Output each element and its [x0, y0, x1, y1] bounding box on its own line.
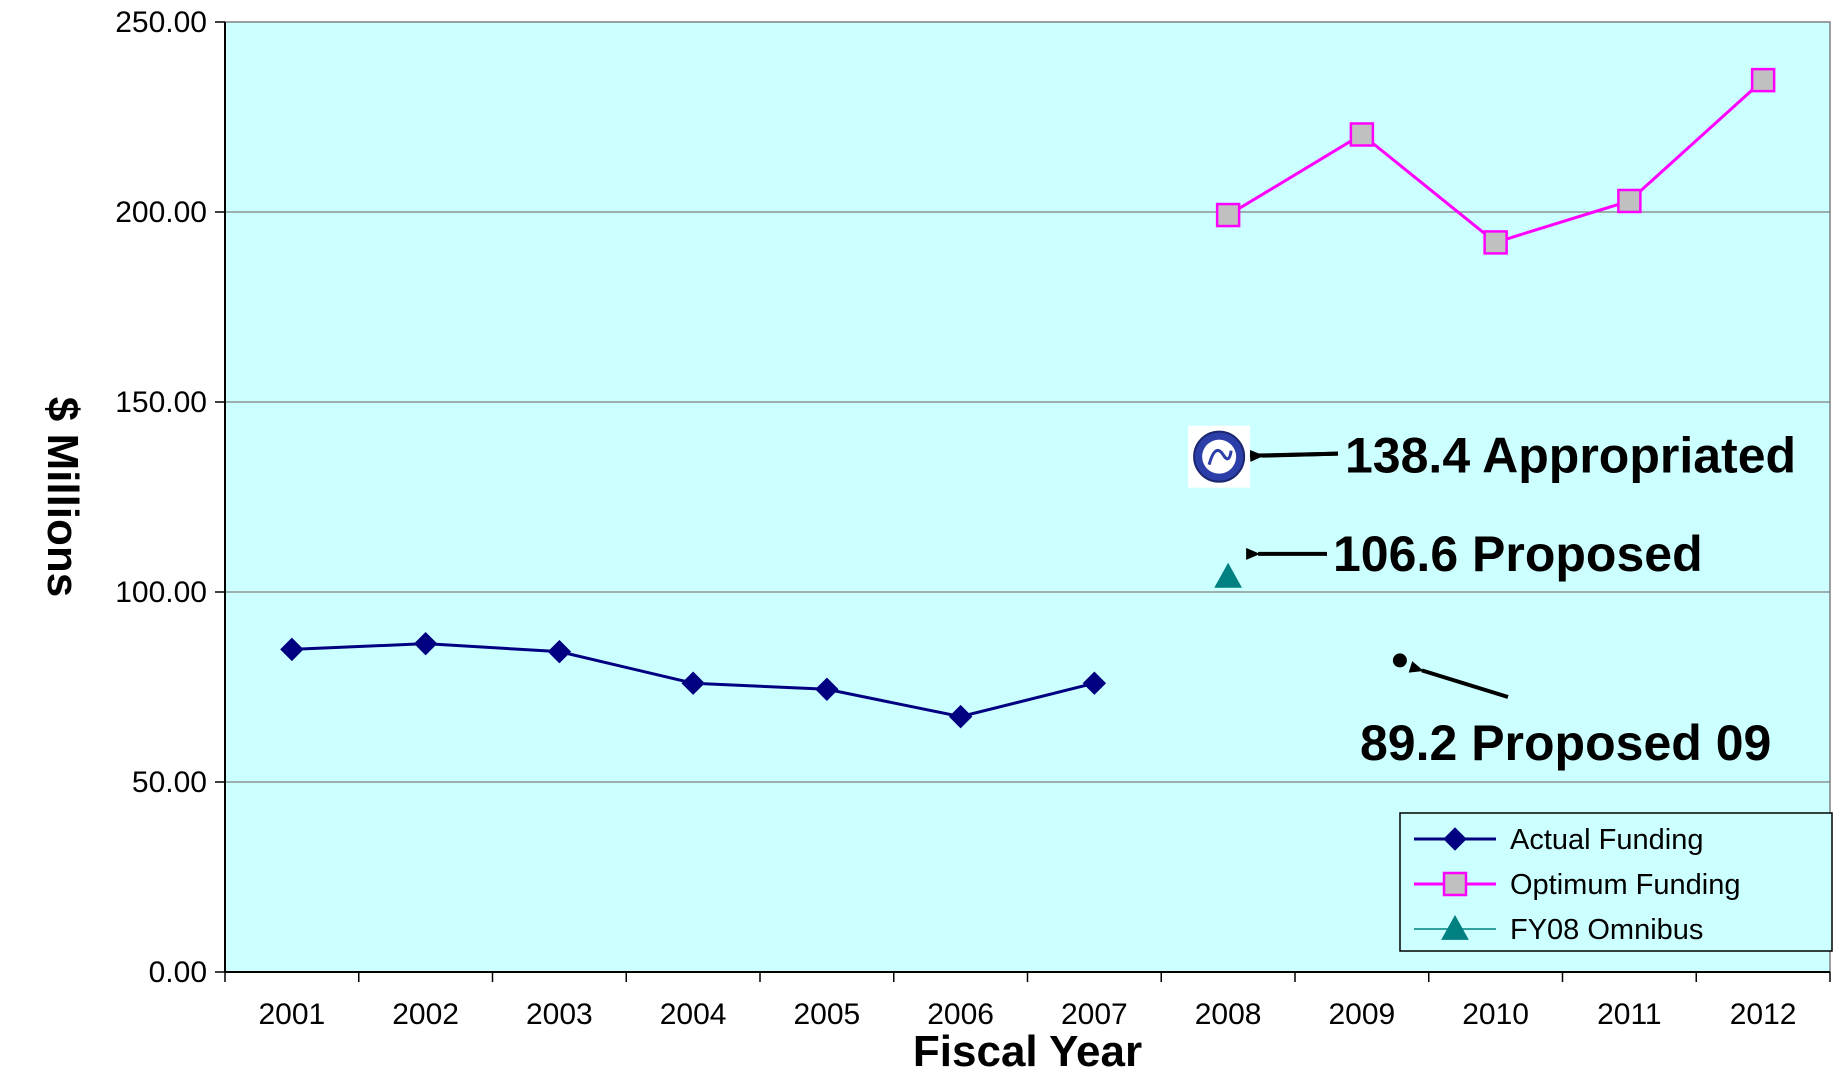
series-actual-funding: [280, 631, 1107, 729]
x-tick-label: 2004: [660, 998, 727, 1031]
x-tick-label: 2003: [526, 998, 593, 1031]
legend-entry: FY08 Omnibus: [1414, 914, 1703, 946]
data-point: [280, 637, 304, 662]
x-tick-label: 2005: [794, 998, 861, 1031]
data-point: [815, 677, 839, 701]
data-point: [681, 671, 705, 695]
axes: 0.00 50.00 100.00 150.00 200.00 250.00 2001 200…: [115, 6, 1831, 1031]
annotation-arrow: [1408, 661, 1509, 699]
legend-label: Optimum Funding: [1510, 869, 1741, 901]
data-point: [948, 704, 973, 729]
series: [280, 67, 1776, 729]
legend-label: FY08 Omnibus: [1510, 914, 1703, 946]
x-axis-title: Fiscal Year: [913, 1027, 1142, 1071]
series-fy08-omnibus: [1214, 562, 1242, 588]
proposed-09-point: [1392, 653, 1407, 668]
legend-box: [1399, 812, 1833, 952]
legend-swatch-marker: [1441, 914, 1469, 940]
legend-label: Actual Funding: [1510, 824, 1703, 856]
data-point: [1750, 67, 1776, 93]
y-tick-label: 0.00: [149, 956, 207, 989]
y-axis-title: $ Millions: [38, 397, 87, 597]
legend-entry: Actual Funding: [1414, 824, 1703, 856]
x-tick-label: 2009: [1329, 998, 1396, 1031]
data-point: [1215, 202, 1241, 228]
seal-center: [1202, 439, 1237, 474]
y-tick-label: 250.00: [115, 6, 207, 39]
x-tick-label: 2001: [259, 998, 326, 1031]
seal-icon: [1188, 425, 1251, 488]
legend-swatch-marker: [1442, 871, 1468, 897]
y-tick-label: 200.00: [115, 196, 207, 229]
data-point: [413, 631, 438, 656]
data-point: [1483, 230, 1508, 255]
seal-emblem: [1207, 448, 1233, 466]
data-point: [1214, 562, 1242, 588]
x-tick-label: 2002: [392, 998, 459, 1031]
gridlines: [225, 211, 1830, 783]
series-optimum-funding: [1215, 67, 1776, 255]
data-point: [1082, 671, 1107, 695]
data-point: [1617, 188, 1642, 214]
legend-swatch-marker: [1443, 827, 1467, 851]
data-point: [547, 639, 572, 664]
y-tick-label: 50.00: [132, 766, 207, 799]
annotations: 138.4 Appropriated 106.6 Proposed 89.2 Pro…: [1188, 425, 1796, 771]
x-tick-label: 2012: [1730, 998, 1797, 1031]
x-tick-label: 2008: [1195, 998, 1262, 1031]
annotation-proposed-09: 89.2 Proposed 09: [1360, 715, 1771, 771]
x-tick-label: 2006: [927, 998, 994, 1031]
data-point: [1349, 122, 1375, 147]
x-tick-label: 2010: [1462, 998, 1529, 1031]
annotation-arrow: [1249, 449, 1339, 462]
legend: Actual Funding Optimum Funding FY08 Omnibu…: [1399, 812, 1833, 952]
x-tick-label: 2011: [1597, 998, 1662, 1031]
annotation-proposed: 106.6 Proposed: [1333, 526, 1703, 582]
y-tick-label: 150.00: [115, 386, 207, 419]
legend-entry: Optimum Funding: [1414, 869, 1741, 901]
annotation-appropriated: 138.4 Appropriated: [1345, 428, 1796, 484]
x-tick-label: 2007: [1061, 998, 1128, 1031]
y-tick-label: 100.00: [115, 576, 207, 609]
